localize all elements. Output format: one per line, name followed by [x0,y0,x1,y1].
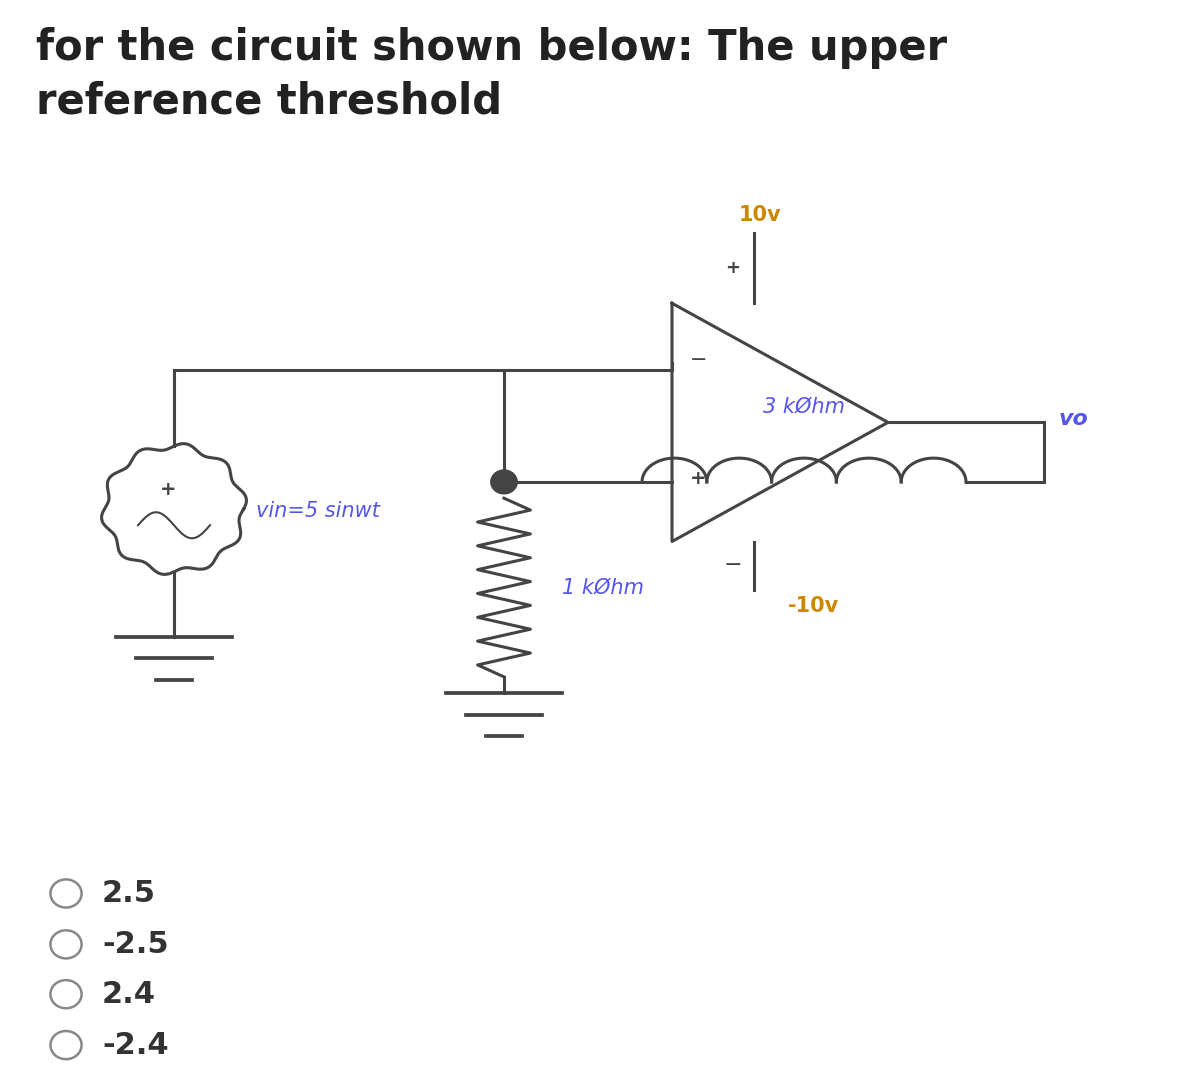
Text: +: + [160,480,176,499]
Text: −: − [690,350,707,369]
Text: 2.4: 2.4 [102,980,156,1008]
Text: +: + [725,259,740,276]
Text: for the circuit shown below: The upper
reference threshold: for the circuit shown below: The upper r… [36,27,947,122]
Text: -10v: -10v [787,597,839,616]
Circle shape [491,470,517,494]
Text: -2.4: -2.4 [102,1031,169,1059]
Text: -2.5: -2.5 [102,930,169,958]
Text: −: − [724,556,742,575]
Text: 10v: 10v [739,206,781,225]
Text: vin=5 sinwt: vin=5 sinwt [256,501,379,521]
Text: +: + [690,469,707,488]
Text: 1 kØhm: 1 kØhm [562,577,643,598]
Text: 3 kØhm: 3 kØhm [763,397,845,417]
Text: vo: vo [1058,409,1088,429]
Text: 2.5: 2.5 [102,879,156,908]
